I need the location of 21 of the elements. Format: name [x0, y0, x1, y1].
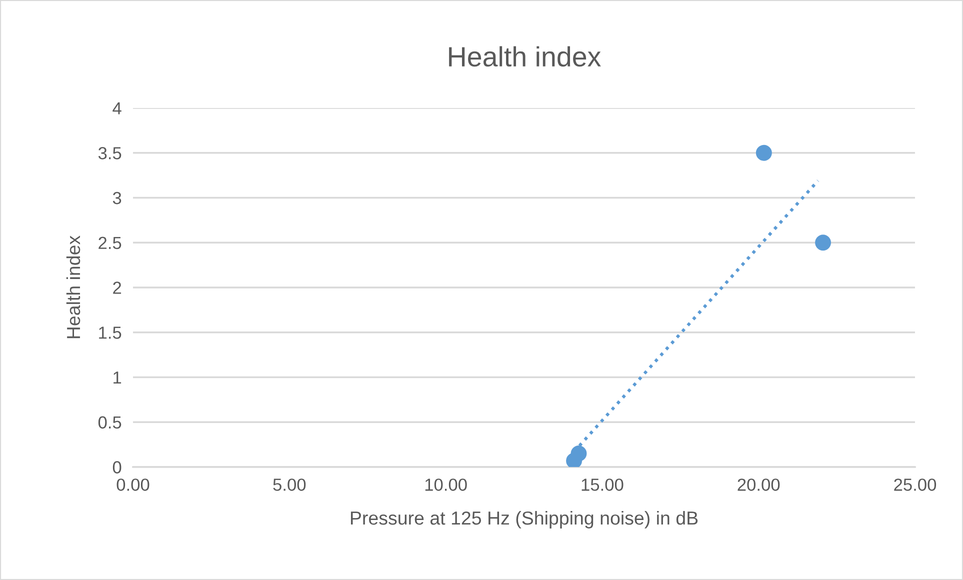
y-tick-label: 0: [112, 461, 122, 474]
y-tick-label: 2.5: [98, 236, 122, 250]
y-tick-label: 4: [112, 102, 122, 114]
y-tick-label: 2: [113, 282, 122, 294]
y-tick-label: 3.5: [98, 147, 122, 160]
y-tick-label: 1: [114, 372, 122, 384]
x-tick-label: 20.00: [738, 478, 780, 491]
x-tick-label: 5.00: [273, 478, 306, 491]
y-axis-title: Health index: [66, 236, 80, 338]
y-tick-label: 0.5: [98, 416, 122, 429]
y-tick-label: 3: [112, 192, 122, 204]
point: [756, 144, 772, 161]
point: [815, 234, 832, 251]
x-tick-label: 25.00: [894, 478, 936, 491]
x-tick-label: 10.00: [425, 478, 467, 491]
chart-title: Health index: [449, 46, 601, 67]
point: [570, 446, 587, 462]
x-axis-title: Pressure at 125 Hz (Shipping noise) in dB: [350, 510, 698, 528]
x-tick-label: 0.00: [116, 478, 150, 491]
y-tick-label: 1.5: [99, 326, 122, 339]
x-tick-label: 15.00: [582, 478, 624, 491]
